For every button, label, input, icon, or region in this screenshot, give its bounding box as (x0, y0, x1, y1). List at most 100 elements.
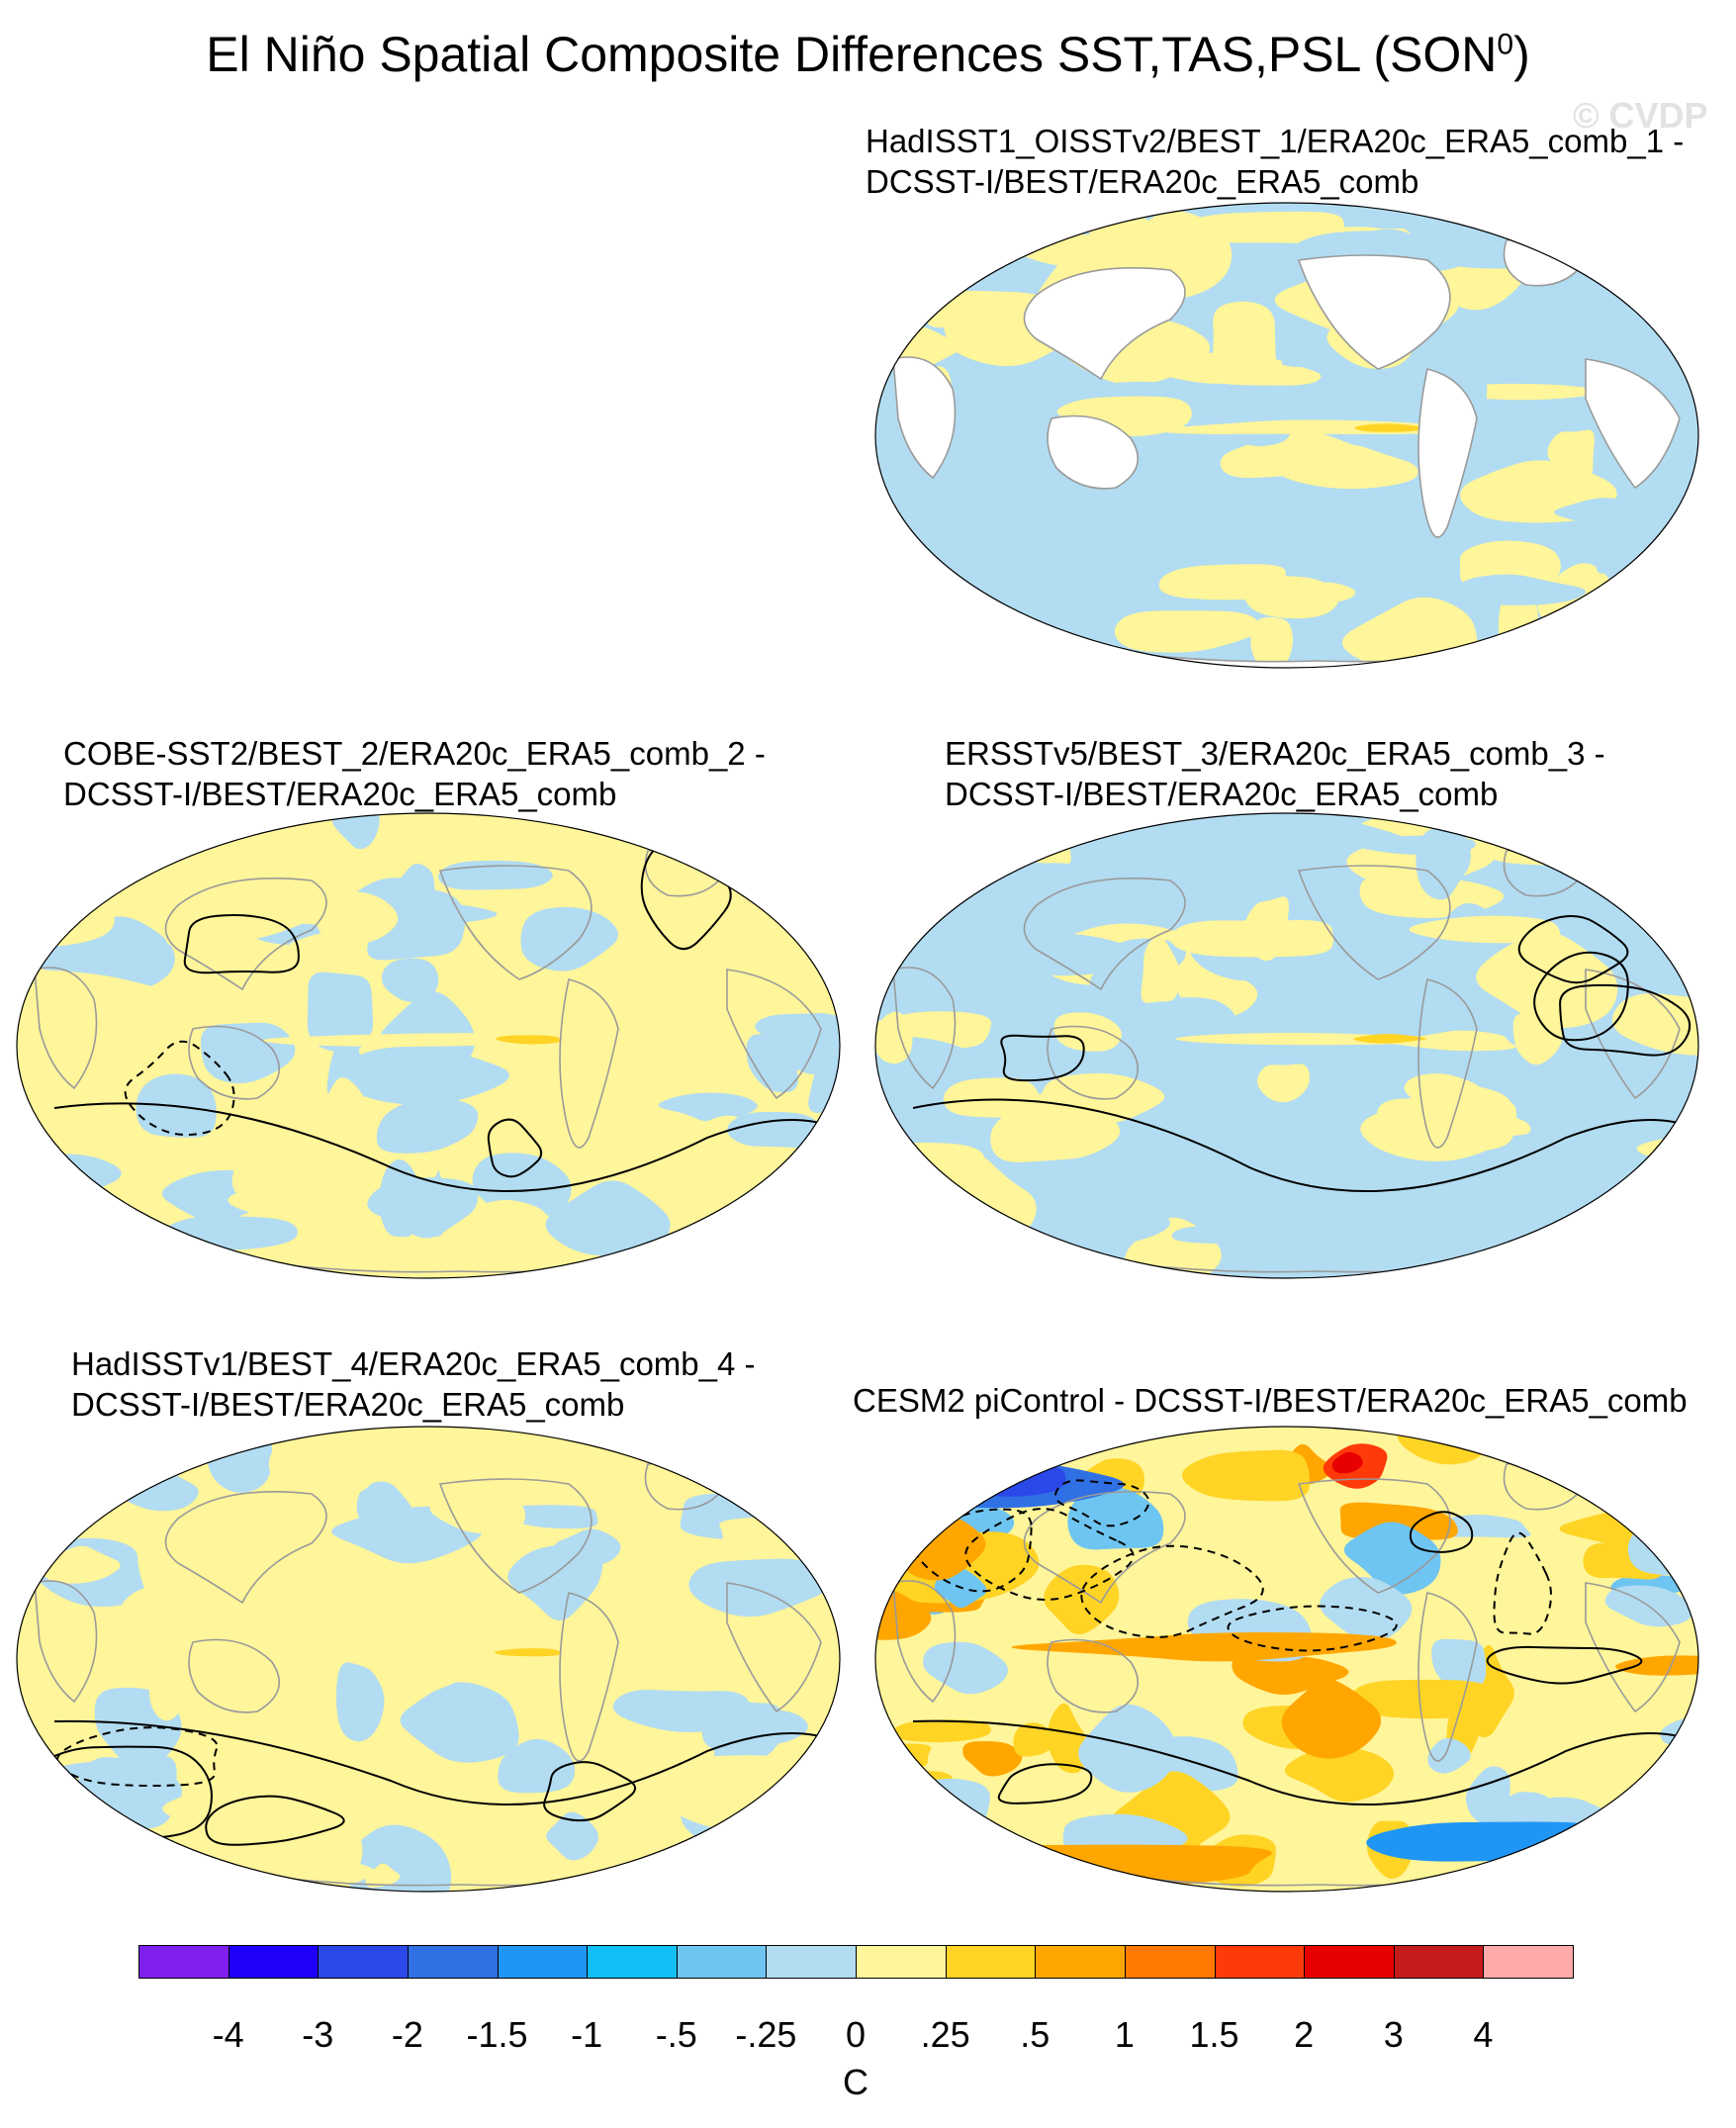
coastline (1023, 877, 1186, 991)
coastline (1297, 254, 1451, 370)
panel-5-map (874, 1426, 1699, 1893)
coastline (34, 967, 98, 1090)
coastline (1297, 865, 1451, 980)
colorbar-tick-label: 2 (1294, 2014, 1315, 2055)
psl-contour (1054, 1479, 1150, 1527)
map-border (16, 1426, 841, 1893)
coastline (892, 967, 957, 1090)
psl-contour (53, 1102, 837, 1192)
coastline (34, 1580, 98, 1704)
panel-3-map (874, 812, 1699, 1279)
colorbar-tick-label: 0 (845, 2014, 867, 2055)
colorbar-tick-label: -1.5 (466, 2014, 528, 2055)
psl-contour (543, 1761, 637, 1822)
panel-2-title-line1: COBE-SST2/BEST_2/ERA20c_ERA5_comb_2 - (63, 735, 766, 772)
psl-contour (1559, 983, 1691, 1057)
coastline (1023, 1490, 1186, 1605)
title-suffix: ) (1513, 27, 1530, 82)
psl-contour (1493, 1531, 1552, 1635)
coastline (1297, 1478, 1451, 1594)
panel-5-title-line1: CESM2 piControl - DCSST-I/BEST/ERA20c_ER… (853, 1382, 1688, 1419)
colorbar-box (587, 1945, 678, 1979)
colorbar-tick-label: -3 (302, 2014, 334, 2055)
psl-contour (1000, 1034, 1085, 1082)
colorbar-box (407, 1945, 499, 1979)
colorbar-box (945, 1945, 1037, 1979)
psl-contour (1409, 1511, 1474, 1553)
coastline (1047, 1638, 1140, 1713)
coastline (559, 1592, 619, 1762)
psl-contour (914, 1508, 1033, 1593)
psl-contour (912, 1719, 1695, 1805)
colorbar-tick-label: .5 (1020, 2014, 1051, 2055)
colorbar-tick-label: -4 (212, 2014, 244, 2055)
colorbar-tick-label: -.5 (655, 2014, 697, 2055)
colorbar-box (497, 1945, 589, 1979)
panel-2-title: COBE-SST2/BEST_2/ERA20c_ERA5_comb_2 - DC… (63, 733, 766, 814)
coastline (892, 356, 957, 480)
title-superscript: 0 (1497, 28, 1514, 61)
map-border (16, 812, 841, 1279)
colorbar-tick-label: 1 (1114, 2014, 1135, 2055)
coastline (892, 1580, 957, 1704)
colorbar-tick-label: 1.5 (1189, 2014, 1239, 2055)
coastline (1585, 1582, 1681, 1713)
psl-contour (1080, 1544, 1264, 1638)
colorbar-tick-label: -.25 (735, 2014, 797, 2055)
coastline (1023, 266, 1186, 381)
coastline (164, 877, 327, 991)
colorbar-unit: C (843, 2062, 868, 2102)
panel-3-title-line1: ERSSTv5/BEST_3/ERA20c_ERA5_comb_3 - (945, 735, 1605, 772)
panel-3-title: ERSSTv5/BEST_3/ERA20c_ERA5_comb_3 - DCSS… (945, 733, 1605, 814)
colorbar-box (1124, 1945, 1216, 1979)
coastline (1417, 978, 1478, 1149)
coastline (438, 865, 593, 980)
psl-contour (55, 1726, 219, 1788)
panel-1-title-line1: HadISST1_OISSTv2/BEST_1/ERA20c_ERA5_comb… (866, 123, 1685, 159)
colorbar-box (1035, 1945, 1126, 1979)
panel-1-title: HadISST1_OISSTv2/BEST_1/ERA20c_ERA5_comb… (866, 121, 1684, 202)
psl-contour (1517, 915, 1629, 984)
panel-2-title-line2: DCSST-I/BEST/ERA20c_ERA5_comb (63, 776, 617, 812)
colorbar (138, 1945, 1574, 1981)
coastline (1047, 415, 1140, 490)
colorbar-box (138, 1945, 229, 1979)
cvdp-watermark: © CVDP (1573, 95, 1708, 136)
psl-contour (53, 1719, 837, 1805)
colorbar-box (1214, 1945, 1306, 1979)
coastline (188, 1025, 281, 1100)
psl-contour (912, 1098, 1695, 1192)
colorbar-tick-label: -2 (391, 2014, 423, 2055)
panel-1-title-line2: DCSST-I/BEST/ERA20c_ERA5_comb (866, 163, 1419, 200)
colorbar-tick-label: 4 (1473, 2014, 1494, 2055)
coastline (1417, 1592, 1478, 1762)
colorbar-box (676, 1945, 768, 1979)
psl-contour (1227, 1605, 1398, 1652)
panel-4-map (16, 1426, 841, 1893)
panel-1-map (874, 202, 1699, 669)
colorbar-box (1483, 1945, 1574, 1979)
coastline (1585, 358, 1681, 490)
psl-contour (997, 1763, 1093, 1804)
panel-4-title-line2: DCSST-I/BEST/ERA20c_ERA5_comb (71, 1386, 625, 1423)
colorbar-box (318, 1945, 409, 1979)
colorbar-box (766, 1945, 857, 1979)
coastline (438, 1478, 593, 1594)
colorbar-tick-label: .25 (920, 2014, 970, 2055)
map-border (874, 202, 1699, 669)
coastline (188, 1638, 281, 1713)
map-border (874, 812, 1699, 1279)
title-text: El Niño Spatial Composite Differences SS… (206, 27, 1498, 82)
colorbar-box (228, 1945, 320, 1979)
coastline (559, 978, 619, 1149)
colorbar-box (856, 1945, 947, 1979)
coastline (164, 1490, 327, 1605)
panel-4-title-line1: HadISSTv1/BEST_4/ERA20c_ERA5_comb_4 - (71, 1345, 756, 1382)
coastline (1417, 368, 1478, 538)
panel-4-title: HadISSTv1/BEST_4/ERA20c_ERA5_comb_4 - DC… (71, 1343, 756, 1425)
panel-2-map (16, 812, 841, 1279)
colorbar-tick-label: -1 (571, 2014, 603, 2055)
psl-contour (1486, 1645, 1643, 1685)
colorbar-tick-label: 3 (1383, 2014, 1404, 2055)
coastline (726, 969, 822, 1100)
